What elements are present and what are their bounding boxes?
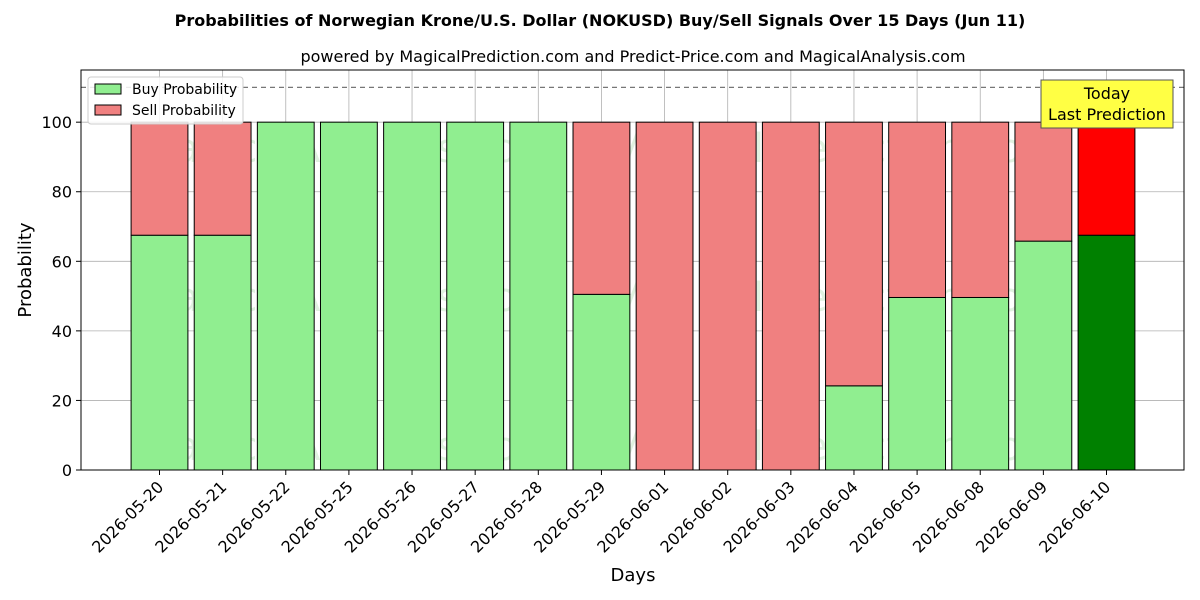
bar-sell-2026-06-08 xyxy=(951,121,1010,298)
bar-buy-2026-06-08 xyxy=(951,296,1010,471)
bar-sell-2026-06-05 xyxy=(888,121,947,298)
legend: Buy Probability Sell Probability xyxy=(87,76,244,125)
chart-title: Probabilities of Norwegian Krone/U.S. Do… xyxy=(175,11,1026,30)
bar-sell-2026-06-02 xyxy=(698,121,757,471)
bar-sell-2026-05-21 xyxy=(193,121,252,236)
annotation-line-1: Today xyxy=(1083,84,1130,103)
bar-buy-2026-05-20 xyxy=(130,234,189,471)
bar-buy-2026-06-09 xyxy=(1014,240,1073,471)
bar-sell-2026-06-10 xyxy=(1077,121,1136,236)
bar-sell-2026-05-20 xyxy=(130,121,189,236)
bar-buy-2026-06-05 xyxy=(888,296,947,471)
annotation-line-2: Last Prediction xyxy=(1048,105,1166,124)
y-tick-label: 80 xyxy=(52,183,72,202)
legend-label-buy: Buy Probability xyxy=(132,82,237,98)
bar-buy-2026-05-27 xyxy=(446,121,505,471)
x-axis: 2026-05-202026-05-212026-05-222026-05-25… xyxy=(88,470,1114,557)
bar-buy-2026-05-29 xyxy=(572,293,631,471)
bar-sell-2026-06-04 xyxy=(825,121,883,387)
bar-buy-2026-05-28 xyxy=(509,121,568,471)
legend-label-sell: Sell Probability xyxy=(132,103,236,119)
bars-layer xyxy=(130,121,1136,471)
bar-sell-2026-06-03 xyxy=(761,121,820,471)
bar-buy-2026-05-26 xyxy=(383,121,441,471)
y-tick-label: 40 xyxy=(52,322,72,341)
legend-swatch-sell xyxy=(94,104,122,116)
legend-box xyxy=(87,76,244,125)
plot-frame xyxy=(80,69,1185,471)
today-annotation: Today Last Prediction xyxy=(1040,79,1174,129)
y-tick-label: 100 xyxy=(41,113,72,132)
x-axis-label: Days xyxy=(611,565,656,586)
y-tick-label: 0 xyxy=(62,461,72,480)
bar-buy-2026-06-10 xyxy=(1077,234,1136,471)
bar-sell-2026-06-01 xyxy=(635,121,694,471)
chart-subtitle: powered by MagicalPrediction.com and Pre… xyxy=(300,47,965,66)
bar-buy-2026-05-21 xyxy=(193,234,252,471)
legend-swatch-buy xyxy=(94,83,122,95)
bar-buy-2026-06-04 xyxy=(825,385,883,471)
bar-sell-2026-05-29 xyxy=(572,121,631,295)
y-tick-label: 60 xyxy=(52,252,72,271)
y-axis: 0 20 40 60 80 100 xyxy=(41,113,81,480)
y-tick-label: 20 xyxy=(52,391,72,410)
bar-buy-2026-05-22 xyxy=(256,121,315,471)
bar-sell-2026-06-09 xyxy=(1014,121,1073,242)
bar-buy-2026-05-25 xyxy=(319,121,378,471)
annotation-box xyxy=(1040,79,1174,129)
y-axis-label: Probability xyxy=(15,222,36,317)
